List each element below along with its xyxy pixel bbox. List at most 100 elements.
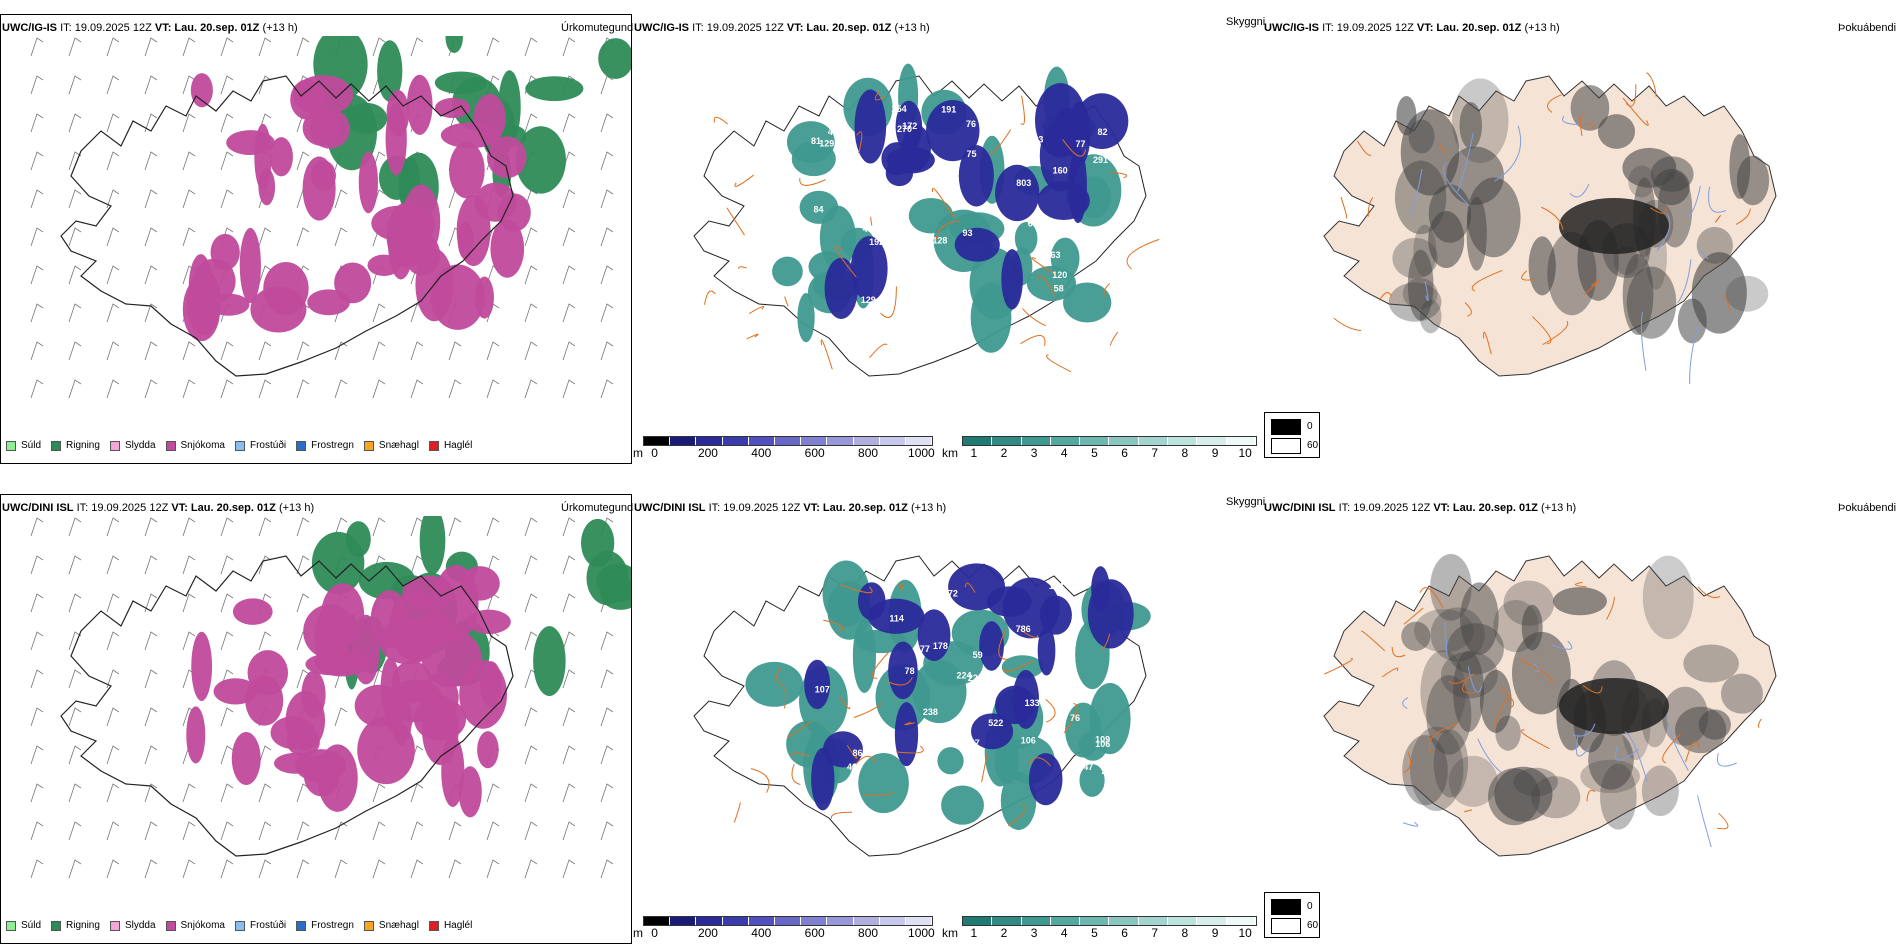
wind-barb	[600, 75, 614, 95]
snow-area	[307, 289, 350, 316]
road	[1448, 673, 1475, 684]
road	[1649, 206, 1667, 214]
wind-barb	[524, 859, 538, 879]
colorbar-segment	[644, 437, 671, 445]
wind-barb	[486, 555, 500, 575]
low-cloud-area	[824, 257, 858, 319]
road	[1520, 729, 1550, 750]
cloud-base-layer	[804, 563, 1134, 811]
road	[776, 667, 785, 688]
legend-swatch	[6, 440, 16, 451]
wind-barb	[562, 189, 576, 209]
colorbar-segment	[722, 437, 749, 445]
wind-barb	[30, 517, 44, 537]
colorbar-segment	[1109, 437, 1139, 445]
fog-area	[1419, 299, 1442, 334]
colorbar-tick-label: 200	[697, 446, 718, 460]
wind-barb	[106, 227, 120, 247]
colorbar-segment	[801, 437, 828, 445]
init-time: IT: 19.09.2025 12Z	[708, 502, 801, 514]
colorbar-tick-label: 1	[970, 926, 978, 940]
height-colorbar-strip	[643, 436, 933, 446]
wind-barb	[372, 783, 386, 803]
low-cloud-area	[958, 145, 994, 207]
colorbar-segment	[1138, 437, 1169, 445]
legend-swatch	[296, 920, 307, 931]
wind-barb	[334, 821, 348, 841]
fog-map-1	[1323, 72, 1777, 385]
road	[1020, 335, 1046, 346]
road	[784, 296, 789, 307]
cloud-base-label: 65	[1028, 219, 1038, 229]
river	[1402, 697, 1409, 709]
road	[854, 755, 877, 766]
colorbar-segment	[1109, 917, 1139, 925]
colorbar-tick-label: 2	[1000, 446, 1008, 460]
river	[1551, 640, 1573, 650]
legend-item: Snæhagl	[363, 440, 419, 451]
precip-header-2: UWC/DINI ISL IT: 19.09.2025 12Z VT: Lau.…	[2, 502, 314, 514]
river	[1494, 125, 1522, 182]
model-name: UWC/IG-IS	[2, 22, 57, 34]
road	[746, 333, 759, 340]
road	[820, 339, 833, 370]
road	[1063, 703, 1078, 734]
model-name: UWC/IG-IS	[1264, 22, 1319, 34]
colorbar-segment	[722, 917, 749, 925]
road	[1403, 752, 1412, 774]
colorbar-segment	[670, 917, 697, 925]
wind-barb	[220, 745, 234, 765]
wind-barb	[296, 669, 310, 689]
road	[998, 629, 1008, 660]
wind-barb	[182, 189, 196, 209]
colorbar-tick-label: 600	[804, 446, 825, 460]
valid-time: VT: Lau. 20.sep. 01Z	[1416, 22, 1522, 34]
snow-area	[186, 706, 206, 764]
colorbar-tick-label: 10	[1238, 926, 1252, 940]
wind-barb	[562, 669, 576, 689]
colorbar-segment	[774, 437, 802, 445]
wind-barb	[68, 189, 82, 209]
low-visibility-area	[908, 197, 954, 234]
wind-barb	[144, 745, 158, 765]
lead-time: (+13 h)	[1524, 22, 1560, 34]
road	[734, 174, 754, 188]
river	[1569, 183, 1590, 198]
wind-barb	[258, 745, 272, 765]
cloud-base-label: 114	[889, 613, 904, 623]
colorbar-tick-label: 9	[1211, 926, 1219, 940]
precip-map-2	[30, 516, 631, 879]
colorbar-segment	[992, 917, 1022, 925]
wind-barb	[600, 227, 614, 247]
colorbar-tick-label: 6	[1121, 446, 1128, 460]
road	[1500, 686, 1515, 709]
wind-barb	[258, 555, 272, 575]
wind-barb	[30, 227, 44, 247]
road-layer	[733, 582, 1111, 827]
cloud-base-label: 107	[815, 684, 830, 694]
legend-label: Snæhagl	[378, 920, 419, 931]
legend-label: Slydda	[124, 920, 156, 931]
wind-barb	[524, 341, 538, 361]
low-visibility-area	[819, 205, 856, 270]
legend-item: Rigning	[51, 920, 100, 931]
fog-header-1: UWC/IG-IS IT: 19.09.2025 12Z VT: Lau. 20…	[1264, 22, 1560, 34]
wind-barb	[334, 859, 348, 879]
wind-barb	[562, 859, 576, 879]
cloud-map-1: 172 63 120 129 191 76 803 460 82 192 181 291 129 270 1…	[693, 63, 1160, 377]
snow-area	[477, 731, 499, 769]
wind-barb	[182, 821, 196, 841]
vis-unit-2: km	[942, 926, 958, 940]
wind-barb	[106, 265, 120, 285]
cloud-base-label: 84	[814, 204, 824, 214]
river	[1402, 821, 1419, 827]
colorbar-segment	[670, 437, 697, 445]
wind-barb	[372, 821, 386, 841]
wind-barb	[524, 517, 538, 537]
wind-barb	[106, 783, 120, 803]
wind-barb	[144, 593, 158, 613]
road	[791, 763, 801, 786]
wind-barb	[144, 265, 158, 285]
legend-label: Frostregn	[311, 440, 354, 451]
snow-area	[449, 141, 485, 199]
